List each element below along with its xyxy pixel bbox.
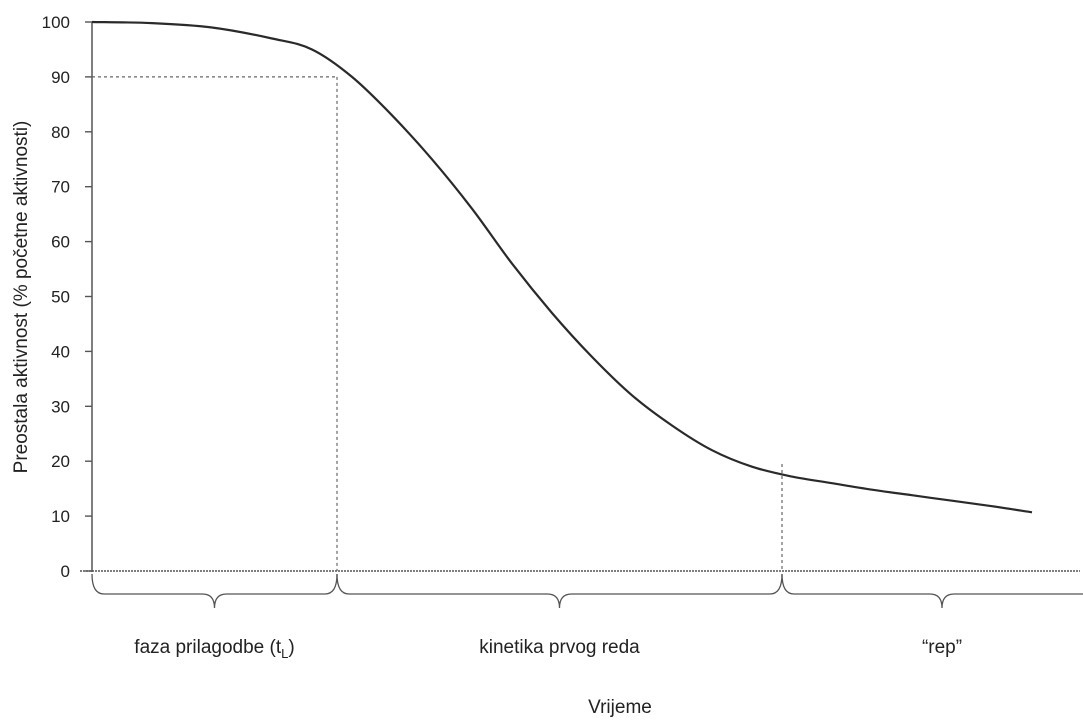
phase-brace — [781, 573, 1083, 609]
phase-label-text: kinetika prvog reda — [479, 637, 640, 658]
y-axis-title: Preostala aktivnost (% početne aktivnost… — [11, 121, 32, 474]
y-tick-label: 30 — [51, 397, 70, 416]
phase-label-suffix: ) — [288, 637, 294, 658]
y-tick-label: 70 — [51, 178, 70, 197]
y-tick-label: 50 — [51, 288, 70, 307]
phase-brace — [91, 573, 338, 609]
phase-label: “rep” — [922, 637, 962, 658]
guide-lines — [92, 76, 783, 571]
y-tick-label: 90 — [51, 68, 70, 87]
phase-brace — [336, 573, 783, 609]
phase-label: kinetika prvog reda — [479, 637, 640, 658]
phase-label-subscript: L — [281, 646, 288, 661]
phase-label-text: “rep” — [922, 637, 962, 658]
y-tick-label: 60 — [51, 233, 70, 252]
activity-curve — [91, 20, 1033, 514]
phase-label: faza prilagodbe (tL) — [134, 637, 294, 661]
y-tick-label: 100 — [42, 13, 70, 32]
x-axis-title: Vrijeme — [588, 697, 652, 718]
y-tick-label: 80 — [51, 123, 70, 142]
y-tick-label: 10 — [51, 507, 70, 526]
y-tick-label: 20 — [51, 452, 70, 471]
y-tick-label: 40 — [51, 342, 70, 361]
phase-braces: faza prilagodbe (tL) kinetika prvog reda “… — [91, 573, 1083, 661]
y-tick-label: 0 — [61, 562, 70, 581]
phase-label-text: faza prilagodbe (t — [134, 637, 282, 658]
